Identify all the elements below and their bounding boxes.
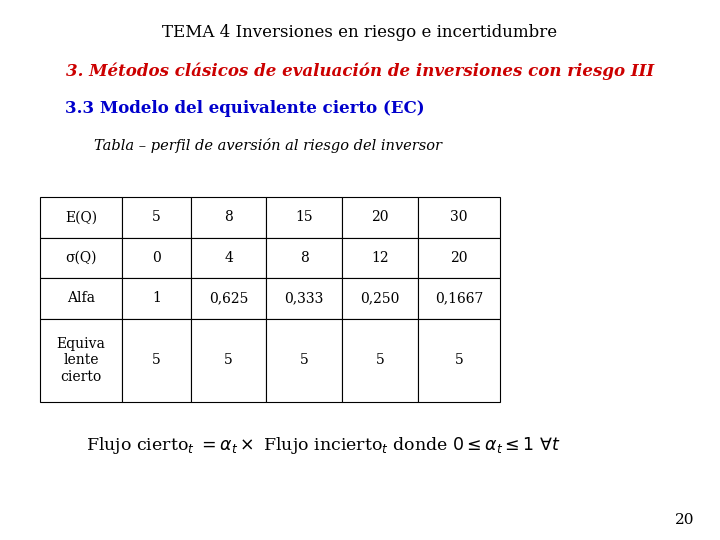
Bar [122,278,191,319]
Bar [418,238,500,278]
Text: 0,625: 0,625 [209,292,248,305]
Text: 15: 15 [295,211,313,224]
Bar [342,238,418,278]
Text: 5: 5 [152,211,161,224]
Text: 0,333: 0,333 [284,292,324,305]
Text: 0: 0 [152,251,161,265]
Bar [418,197,500,238]
Bar [122,197,191,238]
Bar [266,278,342,319]
Text: 20: 20 [371,211,389,224]
Text: 0,1667: 0,1667 [435,292,483,305]
Bar [191,319,266,402]
Text: 3. Métodos clásicos de evaluación de inversiones con riesgo III: 3. Métodos clásicos de evaluación de inv… [66,62,654,79]
Bar [191,278,266,319]
Text: Flujo cierto$_t$ $= \alpha_t \times$ Flujo incierto$_t$ donde $0\leq \alpha_t \l: Flujo cierto$_t$ $= \alpha_t \times$ Flu… [86,435,561,456]
Bar [122,238,191,278]
Bar [40,197,122,238]
Bar [342,319,418,402]
Bar [418,278,500,319]
Text: σ(Q): σ(Q) [66,251,96,265]
Text: 0,250: 0,250 [360,292,400,305]
Text: 4: 4 [224,251,233,265]
Bar [418,319,500,402]
Text: Tabla – perfil de aversión al riesgo del inversor: Tabla – perfil de aversión al riesgo del… [94,138,441,153]
Text: 30: 30 [450,211,468,224]
Text: 5: 5 [152,354,161,367]
Text: 20: 20 [675,512,695,526]
Bar [122,319,191,402]
Text: 5: 5 [375,354,384,367]
Bar [40,319,122,402]
Text: 5: 5 [454,354,464,367]
Bar [40,238,122,278]
Bar [266,197,342,238]
Text: 12: 12 [371,251,389,265]
Bar [342,197,418,238]
Text: 3.3 Modelo del equivalente cierto (EC): 3.3 Modelo del equivalente cierto (EC) [65,100,424,117]
Text: 5: 5 [224,354,233,367]
Bar [266,238,342,278]
Text: E(Q): E(Q) [65,211,97,224]
Text: 8: 8 [300,251,309,265]
Bar [342,278,418,319]
Text: TEMA 4 Inversiones en riesgo e incertidumbre: TEMA 4 Inversiones en riesgo e incertidu… [163,24,557,41]
Bar [266,319,342,402]
Bar [191,238,266,278]
Bar [191,197,266,238]
Text: 8: 8 [224,211,233,224]
Text: Equiva
lente
cierto: Equiva lente cierto [57,338,105,383]
Text: 20: 20 [450,251,468,265]
Text: Alfa: Alfa [67,292,95,305]
Text: 1: 1 [152,292,161,305]
Bar [40,278,122,319]
Text: 5: 5 [300,354,309,367]
